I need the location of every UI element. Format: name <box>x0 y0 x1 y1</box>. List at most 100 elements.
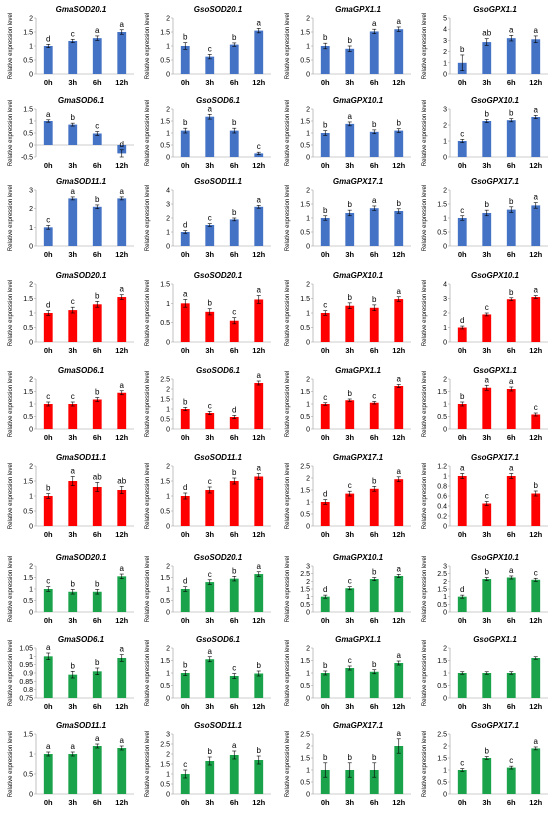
y-tick-label: 0.5 <box>23 509 33 516</box>
bar <box>68 754 78 794</box>
bar <box>229 676 239 698</box>
significance-letter: b <box>232 208 237 217</box>
x-tick-label: 0h <box>321 433 330 442</box>
significance-letter: b <box>95 658 100 667</box>
significance-letter: b <box>323 753 328 762</box>
panel-title: GmaGPX10.1 <box>333 271 384 280</box>
panel-title: GsoGPX17.1 <box>471 177 520 186</box>
y-tick-label: 1 <box>306 500 310 507</box>
significance-letter: b <box>323 661 328 670</box>
significance-letter: b <box>46 484 51 493</box>
x-tick-label: 12h <box>529 433 542 442</box>
y-tick-label: 0 <box>443 610 447 617</box>
bar <box>43 496 53 526</box>
significance-letter: a <box>208 104 213 113</box>
x-tick-label: 3h <box>482 250 491 259</box>
bar <box>43 121 53 145</box>
y-tick-label: 0 <box>29 792 33 799</box>
y-tick-label: 0.5 <box>160 143 170 150</box>
significance-letter: d <box>183 221 187 230</box>
y-tick-label: 1 <box>443 402 447 409</box>
x-tick-label: 6h <box>370 616 379 625</box>
x-tick-label: 0h <box>44 346 53 355</box>
significance-letter: b <box>348 753 353 762</box>
y-tick-label: 2.5 <box>300 464 310 471</box>
bar <box>92 206 102 246</box>
y-tick-label: 0.5 <box>23 414 33 421</box>
y-tick-label: 1.5 <box>23 732 33 739</box>
y-tick-label: 0.5 <box>437 683 447 690</box>
y-tick-label: 2 <box>443 377 447 384</box>
panel-title: GsoSOD6.1 <box>196 96 241 105</box>
significance-letter: c <box>323 393 327 402</box>
x-tick-label: 6h <box>230 616 239 625</box>
significance-letter: c <box>257 142 261 151</box>
x-tick-label: 3h <box>345 702 354 711</box>
bar <box>394 479 404 526</box>
panel-title: GsoSOD20.1 <box>194 271 243 280</box>
significance-letter: c <box>348 656 352 665</box>
x-tick-label: 12h <box>529 161 542 170</box>
x-tick-label: 0h <box>458 798 467 807</box>
bar <box>229 417 239 429</box>
y-tick-label: 1.5 <box>300 587 310 594</box>
x-tick-label: 3h <box>68 161 77 170</box>
significance-letter: b <box>372 753 377 762</box>
significance-letter: d <box>323 490 327 499</box>
y-tick-label: 4 <box>443 282 447 289</box>
y-tick-label: 1.5 <box>160 575 170 582</box>
panel-title: GmaSOD6.1 <box>58 366 105 375</box>
significance-letter: a <box>397 17 402 26</box>
y-tick-label: 2 <box>166 216 170 223</box>
chart-panel: GmaSOD6.1 Relative expression level 0.75 0.… <box>8 635 134 711</box>
significance-letter: a <box>257 371 262 380</box>
y-tick-label: 1.5 <box>23 479 33 486</box>
significance-letter: c <box>208 214 212 223</box>
y-tick-label: 2 <box>166 752 170 759</box>
y-tick-label: 1.5 <box>300 488 310 495</box>
y-tick-label: 2 <box>443 188 447 195</box>
x-tick-label: 3h <box>205 346 214 355</box>
significance-letter: a <box>71 742 76 751</box>
significance-letter: a <box>397 729 402 738</box>
y-tick-label: 2 <box>166 646 170 653</box>
x-tick-label: 6h <box>230 250 239 259</box>
y-axis-label: Relative expression level <box>145 100 151 166</box>
y-tick-label: 3 <box>166 202 170 209</box>
y-tick-label: 2 <box>306 16 310 23</box>
chart-panel: GsoGPX10.1 Relative expression level 0 1 2 3 c… <box>422 96 548 170</box>
significance-letter: a <box>95 26 100 35</box>
panel-title: GmaGPX10.1 <box>333 553 384 562</box>
y-tick-label: 1.5 <box>23 107 33 114</box>
y-tick-label: 3 <box>443 564 447 571</box>
bar <box>531 658 541 698</box>
bar <box>117 297 127 342</box>
x-tick-label: 0h <box>321 161 330 170</box>
y-tick-label: 0 <box>443 792 447 799</box>
x-tick-label: 6h <box>93 433 102 442</box>
y-tick-label: 1.5 <box>160 658 170 665</box>
y-tick-label: 0.8 <box>437 484 447 491</box>
panel-title: GsoSOD11.1 <box>194 177 242 186</box>
bar <box>506 767 516 794</box>
y-tick-label: 1.5 <box>300 119 310 126</box>
bar <box>506 209 516 246</box>
bar <box>506 673 516 698</box>
significance-letter: b <box>372 120 377 129</box>
y-tick-label: 3 <box>166 732 170 739</box>
x-tick-label: 6h <box>507 346 516 355</box>
chart-panel: GsoSOD6.1 Relative expression level 0 0.5 1 1… <box>145 96 271 170</box>
panel-title: GmaGPX17.1 <box>333 453 384 462</box>
panel-title: GsoSOD20.1 <box>194 5 243 14</box>
significance-letter: b <box>509 109 514 118</box>
bar <box>229 44 239 74</box>
significance-letter: b <box>95 579 100 588</box>
x-tick-label: 6h <box>230 346 239 355</box>
bar <box>482 579 492 612</box>
y-tick-label: 3 <box>306 564 310 571</box>
y-tick-label: 2 <box>306 282 310 289</box>
y-tick-label: 1.5 <box>300 296 310 303</box>
y-tick-label: 3 <box>29 188 33 195</box>
significance-letter: b <box>95 388 100 397</box>
significance-letter: c <box>460 206 464 215</box>
